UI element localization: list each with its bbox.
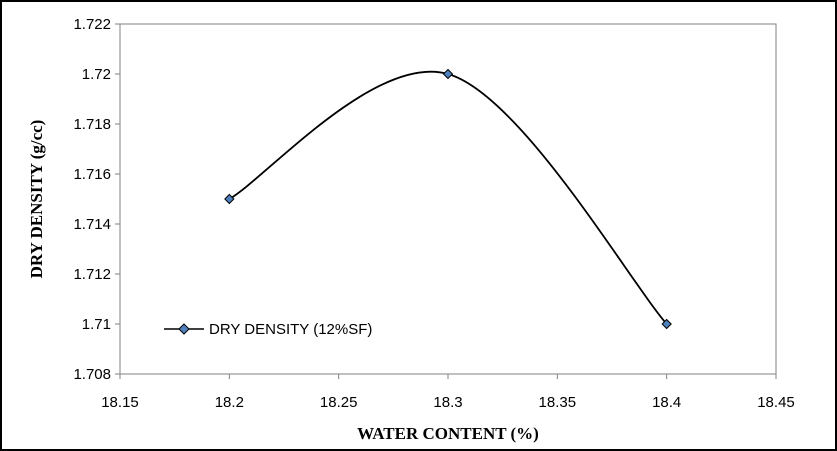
y-tick-label: 1.72 <box>82 66 111 83</box>
x-tick-label: 18.3 <box>433 394 462 411</box>
y-tick-label: 1.708 <box>73 366 111 383</box>
legend-label: DRY DENSITY (12%SF) <box>209 321 372 338</box>
data-point <box>442 68 454 80</box>
x-tick-label: 18.15 <box>101 394 139 411</box>
x-tick-label: 18.45 <box>757 394 795 411</box>
x-tick-label: 18.2 <box>215 394 244 411</box>
y-axis-label: DRY DENSITY (g/cc) <box>27 120 46 279</box>
y-tick-label: 1.714 <box>73 216 111 233</box>
x-tick-label: 18.25 <box>320 394 358 411</box>
y-tick-label: 1.712 <box>73 266 111 283</box>
y-tick-label: 1.718 <box>73 116 111 133</box>
data-point <box>661 318 672 330</box>
data-point <box>224 193 235 205</box>
y-tick-label: 1.716 <box>73 166 111 183</box>
legend: DRY DENSITY (12%SF) <box>164 321 372 338</box>
y-axis-ticks: 1.708 1.71 1.712 1.714 1.716 1.718 1.72 1.722 <box>73 16 120 383</box>
y-tick-label: 1.71 <box>82 316 111 333</box>
y-tick-label: 1.722 <box>73 16 111 33</box>
legend-marker <box>178 323 190 335</box>
x-tick-label: 18.4 <box>652 394 681 411</box>
series-layer <box>224 68 672 330</box>
x-axis-label: WATER CONTENT (%) <box>357 424 539 443</box>
x-axis-ticks: 18.15 18.2 18.25 18.3 18.35 18.4 18.45 <box>101 374 795 411</box>
x-tick-label: 18.35 <box>539 394 577 411</box>
